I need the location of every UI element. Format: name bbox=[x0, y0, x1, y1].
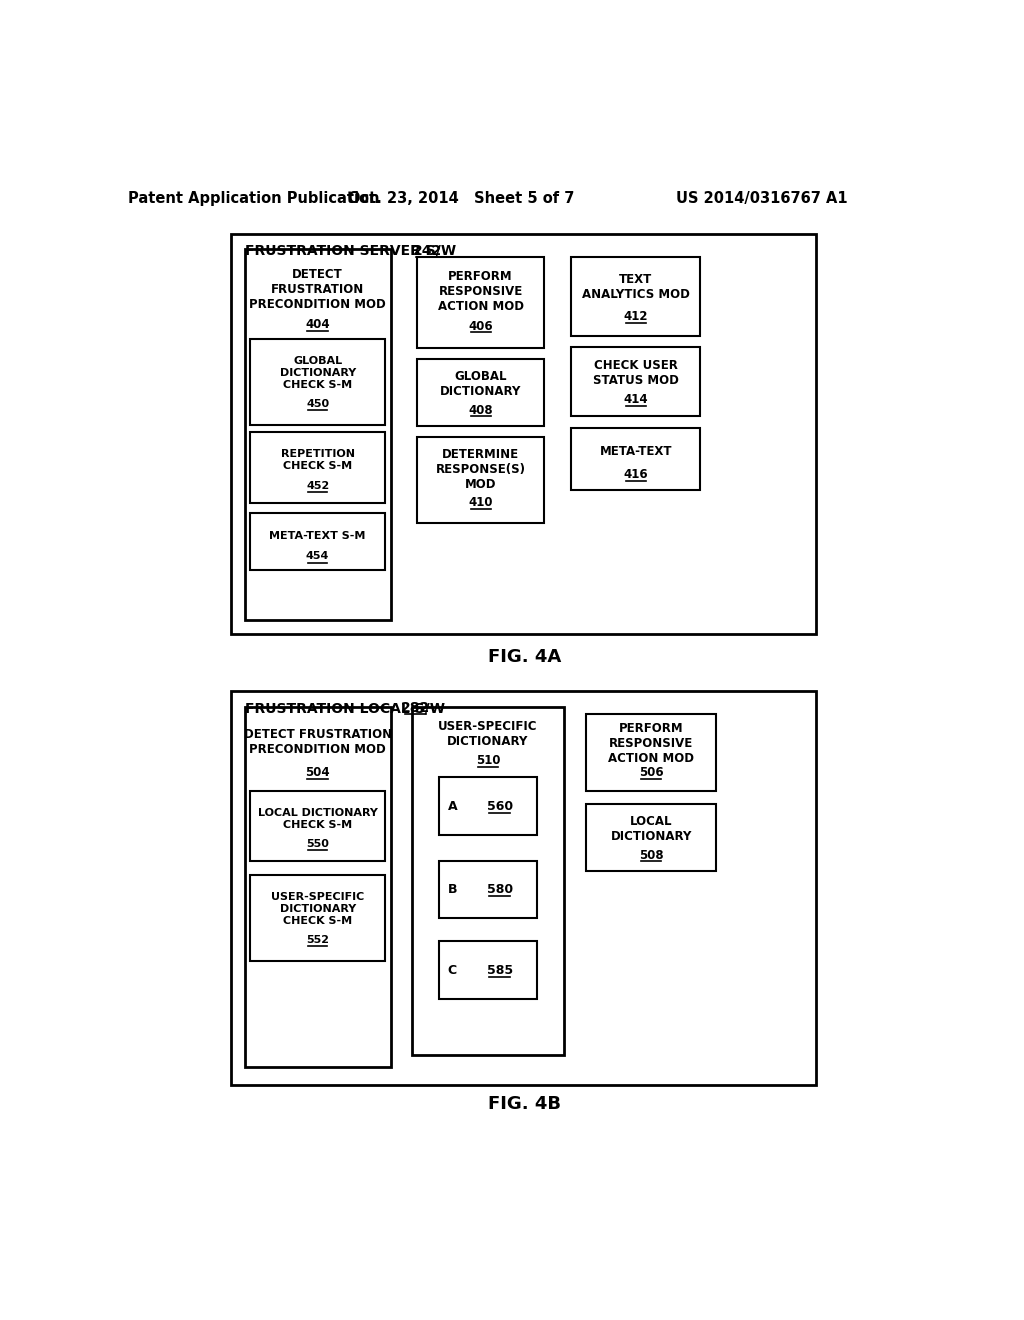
Bar bbox=[571, 428, 700, 490]
Bar bbox=[417, 257, 544, 348]
Bar bbox=[587, 714, 716, 792]
Text: DETECT FRUSTRATION
PRECONDITION MOD: DETECT FRUSTRATION PRECONDITION MOD bbox=[244, 729, 392, 756]
Text: FIG. 4B: FIG. 4B bbox=[488, 1096, 561, 1113]
Text: 408: 408 bbox=[468, 404, 493, 417]
Bar bbox=[571, 257, 700, 335]
Text: 406: 406 bbox=[468, 319, 493, 333]
Text: B: B bbox=[447, 883, 457, 896]
Text: FIG. 4A: FIG. 4A bbox=[488, 648, 561, 667]
Bar bbox=[438, 777, 538, 836]
Text: 450: 450 bbox=[306, 399, 330, 409]
Text: 550: 550 bbox=[306, 840, 329, 849]
Text: 510: 510 bbox=[475, 754, 500, 767]
Text: Oct. 23, 2014   Sheet 5 of 7: Oct. 23, 2014 Sheet 5 of 7 bbox=[348, 191, 574, 206]
Text: Patent Application Publication: Patent Application Publication bbox=[128, 191, 380, 206]
Text: DETECT
FRUSTRATION
PRECONDITION MOD: DETECT FRUSTRATION PRECONDITION MOD bbox=[249, 268, 386, 310]
Bar bbox=[412, 706, 564, 1055]
Text: 585: 585 bbox=[486, 964, 513, 977]
Bar bbox=[250, 432, 385, 503]
Text: FRUSTRATION LOCAL S/W: FRUSTRATION LOCAL S/W bbox=[245, 701, 444, 715]
Text: 580: 580 bbox=[486, 883, 513, 896]
Text: LOCAL
DICTIONARY: LOCAL DICTIONARY bbox=[610, 816, 692, 843]
Text: 242: 242 bbox=[413, 244, 441, 257]
Text: 404: 404 bbox=[305, 318, 330, 331]
Bar bbox=[250, 874, 385, 961]
Text: PERFORM
RESPONSIVE
ACTION MOD: PERFORM RESPONSIVE ACTION MOD bbox=[608, 722, 694, 766]
Text: META-TEXT: META-TEXT bbox=[599, 445, 672, 458]
Text: 410: 410 bbox=[468, 496, 493, 510]
Text: DETERMINE
RESPONSE(S)
MOD: DETERMINE RESPONSE(S) MOD bbox=[435, 449, 525, 491]
Bar bbox=[438, 861, 538, 919]
Text: 416: 416 bbox=[624, 469, 648, 482]
Bar bbox=[245, 706, 391, 1067]
Text: USER-SPECIFIC
DICTIONARY
CHECK S-M: USER-SPECIFIC DICTIONARY CHECK S-M bbox=[271, 892, 365, 925]
Bar bbox=[230, 234, 816, 635]
Bar bbox=[438, 941, 538, 999]
Text: 552: 552 bbox=[306, 935, 329, 945]
Bar bbox=[230, 692, 816, 1085]
Bar bbox=[250, 512, 385, 570]
Text: 282: 282 bbox=[400, 701, 430, 715]
Text: 452: 452 bbox=[306, 480, 330, 491]
Text: FRUSTRATION SERVER S/W: FRUSTRATION SERVER S/W bbox=[245, 244, 456, 257]
Bar bbox=[245, 249, 391, 620]
Text: 504: 504 bbox=[305, 767, 330, 779]
Text: 414: 414 bbox=[624, 393, 648, 407]
Text: 506: 506 bbox=[639, 767, 664, 779]
Bar bbox=[250, 792, 385, 861]
Text: 412: 412 bbox=[624, 310, 648, 323]
Text: USER-SPECIFIC
DICTIONARY: USER-SPECIFIC DICTIONARY bbox=[438, 721, 538, 748]
Text: LOCAL DICTIONARY
CHECK S-M: LOCAL DICTIONARY CHECK S-M bbox=[258, 808, 378, 830]
Text: CHECK USER
STATUS MOD: CHECK USER STATUS MOD bbox=[593, 359, 679, 387]
Text: 454: 454 bbox=[306, 552, 330, 561]
Bar bbox=[571, 347, 700, 416]
Bar bbox=[417, 359, 544, 426]
Bar bbox=[587, 804, 716, 871]
Text: US 2014/0316767 A1: US 2014/0316767 A1 bbox=[676, 191, 848, 206]
Text: 508: 508 bbox=[639, 849, 664, 862]
Text: TEXT
ANALYTICS MOD: TEXT ANALYTICS MOD bbox=[582, 273, 689, 301]
Text: 560: 560 bbox=[486, 800, 513, 813]
Text: GLOBAL
DICTIONARY
CHECK S-M: GLOBAL DICTIONARY CHECK S-M bbox=[280, 356, 355, 389]
Text: GLOBAL
DICTIONARY: GLOBAL DICTIONARY bbox=[440, 371, 521, 399]
Text: A: A bbox=[447, 800, 458, 813]
Bar bbox=[417, 437, 544, 524]
Bar bbox=[250, 339, 385, 425]
Text: REPETITION
CHECK S-M: REPETITION CHECK S-M bbox=[281, 449, 354, 471]
Text: META-TEXT S-M: META-TEXT S-M bbox=[269, 531, 366, 541]
Text: PERFORM
RESPONSIVE
ACTION MOD: PERFORM RESPONSIVE ACTION MOD bbox=[437, 271, 523, 313]
Text: C: C bbox=[447, 964, 457, 977]
